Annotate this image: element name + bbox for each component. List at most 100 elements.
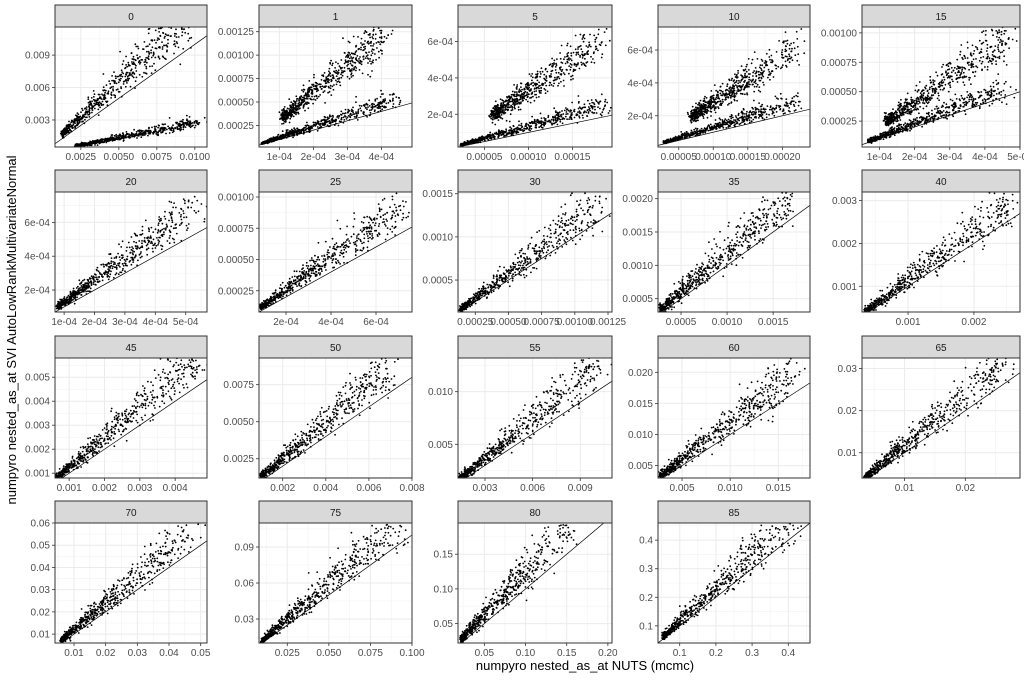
data-point (347, 67, 349, 70)
data-point (560, 80, 562, 83)
data-point (84, 118, 86, 121)
data-point (595, 45, 597, 48)
data-point (561, 122, 564, 125)
data-point (382, 93, 384, 95)
data-point (360, 42, 362, 44)
data-point (298, 107, 301, 110)
facet-strip-label: 1 (333, 12, 339, 23)
data-point (370, 50, 373, 52)
data-point (331, 119, 334, 122)
data-point (525, 125, 527, 127)
data-point (566, 108, 569, 111)
data-point (141, 75, 144, 78)
data-point (367, 106, 369, 108)
data-point (754, 80, 757, 83)
data-point (276, 135, 279, 138)
data-point (743, 113, 745, 115)
data-point (146, 50, 148, 53)
data-point (565, 111, 568, 113)
data-point (505, 119, 508, 122)
data-point (540, 92, 542, 94)
data-point (759, 90, 762, 93)
x-tick-label: 0.0075 (142, 152, 173, 163)
data-point (569, 58, 572, 60)
data-point (172, 124, 174, 127)
data-point (187, 39, 190, 42)
data-point (148, 43, 151, 46)
data-point (594, 41, 597, 43)
data-point (302, 84, 305, 87)
x-tick-label: 0.0025 (66, 152, 97, 163)
data-point (695, 113, 698, 116)
data-point (328, 114, 331, 117)
data-point (313, 73, 315, 76)
data-point (132, 63, 135, 66)
data-point (724, 96, 727, 99)
data-point (110, 138, 113, 141)
data-point (144, 63, 146, 66)
data-point (488, 115, 490, 117)
data-point (710, 103, 712, 106)
data-point (281, 123, 283, 125)
data-point (160, 131, 163, 134)
data-point (742, 76, 745, 79)
data-point (560, 115, 563, 118)
data-point (155, 130, 158, 133)
data-point (493, 108, 496, 111)
data-point (541, 70, 544, 73)
data-point (792, 41, 795, 44)
data-point (122, 140, 125, 142)
data-point (145, 65, 148, 68)
data-point (174, 45, 177, 48)
data-point (577, 48, 579, 50)
data-point (82, 120, 84, 123)
data-point (494, 100, 497, 103)
data-point (181, 2, 183, 4)
data-point (296, 108, 299, 110)
data-point (86, 144, 89, 147)
data-point (163, 37, 166, 39)
data-point (311, 98, 313, 101)
data-point (515, 93, 518, 96)
data-point (371, 48, 374, 51)
data-point (553, 107, 556, 110)
data-point (539, 75, 541, 78)
facet-strip-label: 5 (532, 12, 538, 23)
data-point (152, 54, 155, 57)
data-point (95, 141, 98, 143)
data-point (568, 65, 571, 67)
data-point (331, 114, 334, 117)
data-point (514, 91, 516, 93)
data-point (759, 73, 761, 76)
data-point (500, 134, 502, 137)
data-point (766, 105, 769, 107)
data-point (562, 117, 565, 120)
data-point (574, 48, 577, 51)
data-point (755, 71, 758, 74)
data-point (282, 133, 285, 136)
data-point (784, 112, 786, 114)
data-point (575, 63, 578, 66)
data-point (744, 93, 746, 96)
data-point (721, 82, 724, 85)
data-point (342, 116, 345, 119)
data-point (323, 115, 326, 118)
data-point (111, 75, 113, 77)
x-tick-label: 3e-04 (335, 152, 361, 163)
data-point (129, 64, 131, 67)
data-point (150, 51, 153, 54)
data-point (110, 86, 113, 89)
data-point (762, 81, 764, 84)
x-tick-label: 0.0100 (180, 152, 211, 163)
data-point (187, 32, 190, 35)
data-point (556, 58, 558, 60)
data-point (752, 118, 755, 121)
data-point (103, 96, 106, 99)
data-point (550, 73, 552, 75)
data-point (316, 121, 319, 124)
data-point (184, 126, 187, 128)
data-point (604, 104, 607, 107)
data-point (326, 116, 329, 119)
data-point (608, 110, 611, 112)
data-point (64, 129, 66, 132)
